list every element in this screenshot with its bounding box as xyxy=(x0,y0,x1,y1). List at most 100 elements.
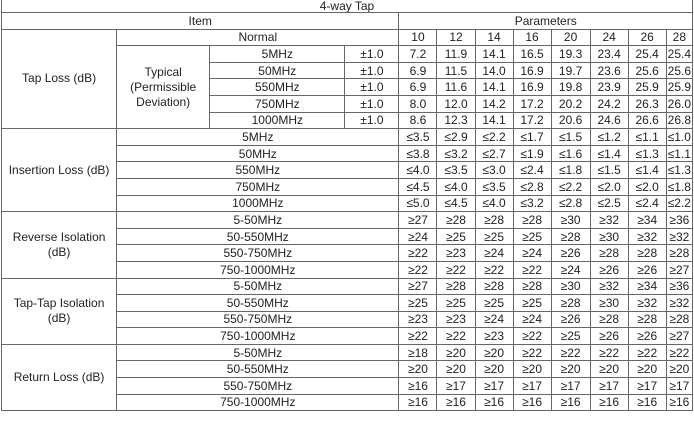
value-cell: ≥20 xyxy=(550,360,591,379)
value-cell: ≥22 xyxy=(398,260,438,279)
value-cell: ≤4.5 xyxy=(398,177,438,196)
value-cell: ≥17 xyxy=(550,377,591,395)
table-row: 550-750MHz ≥16 ≥17 ≥17 ≥17 ≥17 ≥17 ≥17 ≥17 xyxy=(2,377,694,395)
value-cell: ≥23 xyxy=(474,327,514,345)
table-row: Tap-Tap Isolation (dB) 5-50MHz ≥27 ≥28 ≥28 ≥2… xyxy=(0,277,694,345)
value-cell: ≥26 xyxy=(627,260,667,279)
value-cell: ≥25 xyxy=(512,294,552,312)
value-cell: ≤3.5 xyxy=(474,177,514,196)
table-row: 550MHz ±1.0 6.9 11.6 14.1 16.9 19.8 23.9 25.9 25.… xyxy=(2,78,694,96)
value-cell: ≥32 xyxy=(627,294,667,312)
deviation-cell: ±1.0 xyxy=(344,61,400,80)
value-cell: ≥36 xyxy=(665,277,694,296)
value-cell: ≥22 xyxy=(589,343,629,362)
value-cell: 23.4 xyxy=(589,45,629,63)
table-row: 550-750MHz ≥23 ≥23 ≥24 ≥24 ≥26 ≥28 ≥28 ≥28 xyxy=(2,310,694,329)
value-cell: 26.3 xyxy=(627,94,667,113)
value-cell: ≥32 xyxy=(627,227,667,246)
value-cell: ≥25 xyxy=(512,227,552,246)
value-cell: ≥28 xyxy=(665,244,694,262)
value-cell: ≥28 xyxy=(512,277,552,296)
value-cell: 19.7 xyxy=(550,61,591,80)
value-cell: 7.2 xyxy=(398,45,438,63)
value-cell: ≥25 xyxy=(436,294,476,312)
value-cell: 8.6 xyxy=(398,111,438,130)
value-cell: ≥25 xyxy=(550,327,591,345)
value-cell: ≥26 xyxy=(589,260,629,279)
frequency-cell: 550-750MHz xyxy=(116,310,400,329)
value-cell: 16.5 xyxy=(512,45,552,63)
value-cell: ≥20 xyxy=(436,360,476,379)
value-cell: ≥17 xyxy=(474,377,514,395)
value-cell: ≥23 xyxy=(436,310,476,329)
value-cell: ≥22 xyxy=(398,244,438,262)
value-cell: ≥25 xyxy=(436,227,476,246)
value-cell: ≤1.1 xyxy=(627,128,667,146)
value-cell: ≥24 xyxy=(398,227,438,246)
value-cell: ≤1.5 xyxy=(589,161,629,179)
value-cell: 11.6 xyxy=(436,78,476,96)
value-cell: 17.2 xyxy=(512,111,552,130)
value-cell: 12.0 xyxy=(436,94,476,113)
value-cell: ≥16 xyxy=(398,393,438,412)
value-cell: ≤1.4 xyxy=(627,161,667,179)
deviation-cell: ±1.0 xyxy=(344,78,400,96)
value-cell: ≥17 xyxy=(436,377,476,395)
value-cell: ≤3.2 xyxy=(512,194,552,213)
item-header: Item xyxy=(0,12,400,30)
value-cell: ≥20 xyxy=(512,360,552,379)
value-cell: ≥22 xyxy=(436,327,476,345)
value-cell: ≥23 xyxy=(398,310,438,329)
value-cell: ≥32 xyxy=(665,227,694,246)
value-cell: ≤2.0 xyxy=(627,177,667,196)
frequency-cell: 1000MHz xyxy=(209,111,346,130)
nominal-value: 28 xyxy=(665,28,694,47)
value-cell: 26.6 xyxy=(627,111,667,130)
value-cell: 6.9 xyxy=(398,61,438,80)
value-cell: 25.9 xyxy=(627,78,667,96)
value-cell: ≥28 xyxy=(474,211,514,229)
value-cell: ≥32 xyxy=(589,211,629,229)
frequency-cell: 550MHz xyxy=(116,161,400,179)
value-cell: 25.4 xyxy=(665,45,694,63)
value-cell: 12.3 xyxy=(436,111,476,130)
frequency-cell: 550-750MHz xyxy=(116,377,400,395)
value-cell: ≥28 xyxy=(589,310,629,329)
value-cell: ≥28 xyxy=(550,294,591,312)
value-cell: ≥30 xyxy=(550,211,591,229)
value-cell: ≤1.3 xyxy=(627,144,667,163)
value-cell: 14.2 xyxy=(474,94,514,113)
frequency-cell: 750MHz xyxy=(209,94,346,113)
value-cell: ≥32 xyxy=(589,277,629,296)
value-cell: ≥17 xyxy=(665,377,694,395)
nominal-value: 24 xyxy=(589,28,629,47)
value-cell: ≤1.1 xyxy=(665,144,694,163)
value-cell: 11.5 xyxy=(436,61,476,80)
value-cell: ≤2.8 xyxy=(512,177,552,196)
tap-loss-label: Tap Loss (dB) xyxy=(0,28,118,130)
value-cell: ≤2.2 xyxy=(550,177,591,196)
value-cell: ≤4.0 xyxy=(474,194,514,213)
value-cell: ≥22 xyxy=(398,327,438,345)
value-cell: ≤2.0 xyxy=(589,177,629,196)
frequency-cell: 550MHz xyxy=(209,78,346,96)
value-cell: 16.9 xyxy=(512,78,552,96)
value-cell: ≥26 xyxy=(627,327,667,345)
table-row: Insertion Loss (dB) 5MHz ≤3.5 ≤2.9 ≤2.2 ≤1.7 ≤… xyxy=(0,128,694,213)
frequency-cell: 5MHz xyxy=(209,45,346,63)
frequency-cell: 50MHz xyxy=(209,61,346,80)
value-cell: ≤3.5 xyxy=(436,161,476,179)
typical-label: Typical (Permissible Deviation) xyxy=(116,45,211,130)
value-cell: 16.9 xyxy=(512,61,552,80)
value-cell: ≥28 xyxy=(589,244,629,262)
frequency-cell: 750MHz xyxy=(116,177,400,196)
value-cell: ≥22 xyxy=(512,260,552,279)
value-cell: ≥16 xyxy=(627,393,667,412)
frequency-cell: 50-550MHz xyxy=(116,294,400,312)
frequency-cell: 5-50MHz xyxy=(116,343,400,362)
value-cell: ≥16 xyxy=(474,393,514,412)
value-cell: ≤2.9 xyxy=(436,128,476,146)
value-cell: ≤3.8 xyxy=(398,144,438,163)
group-label: Insertion Loss (dB) xyxy=(0,128,118,213)
value-cell: ≥22 xyxy=(550,343,591,362)
